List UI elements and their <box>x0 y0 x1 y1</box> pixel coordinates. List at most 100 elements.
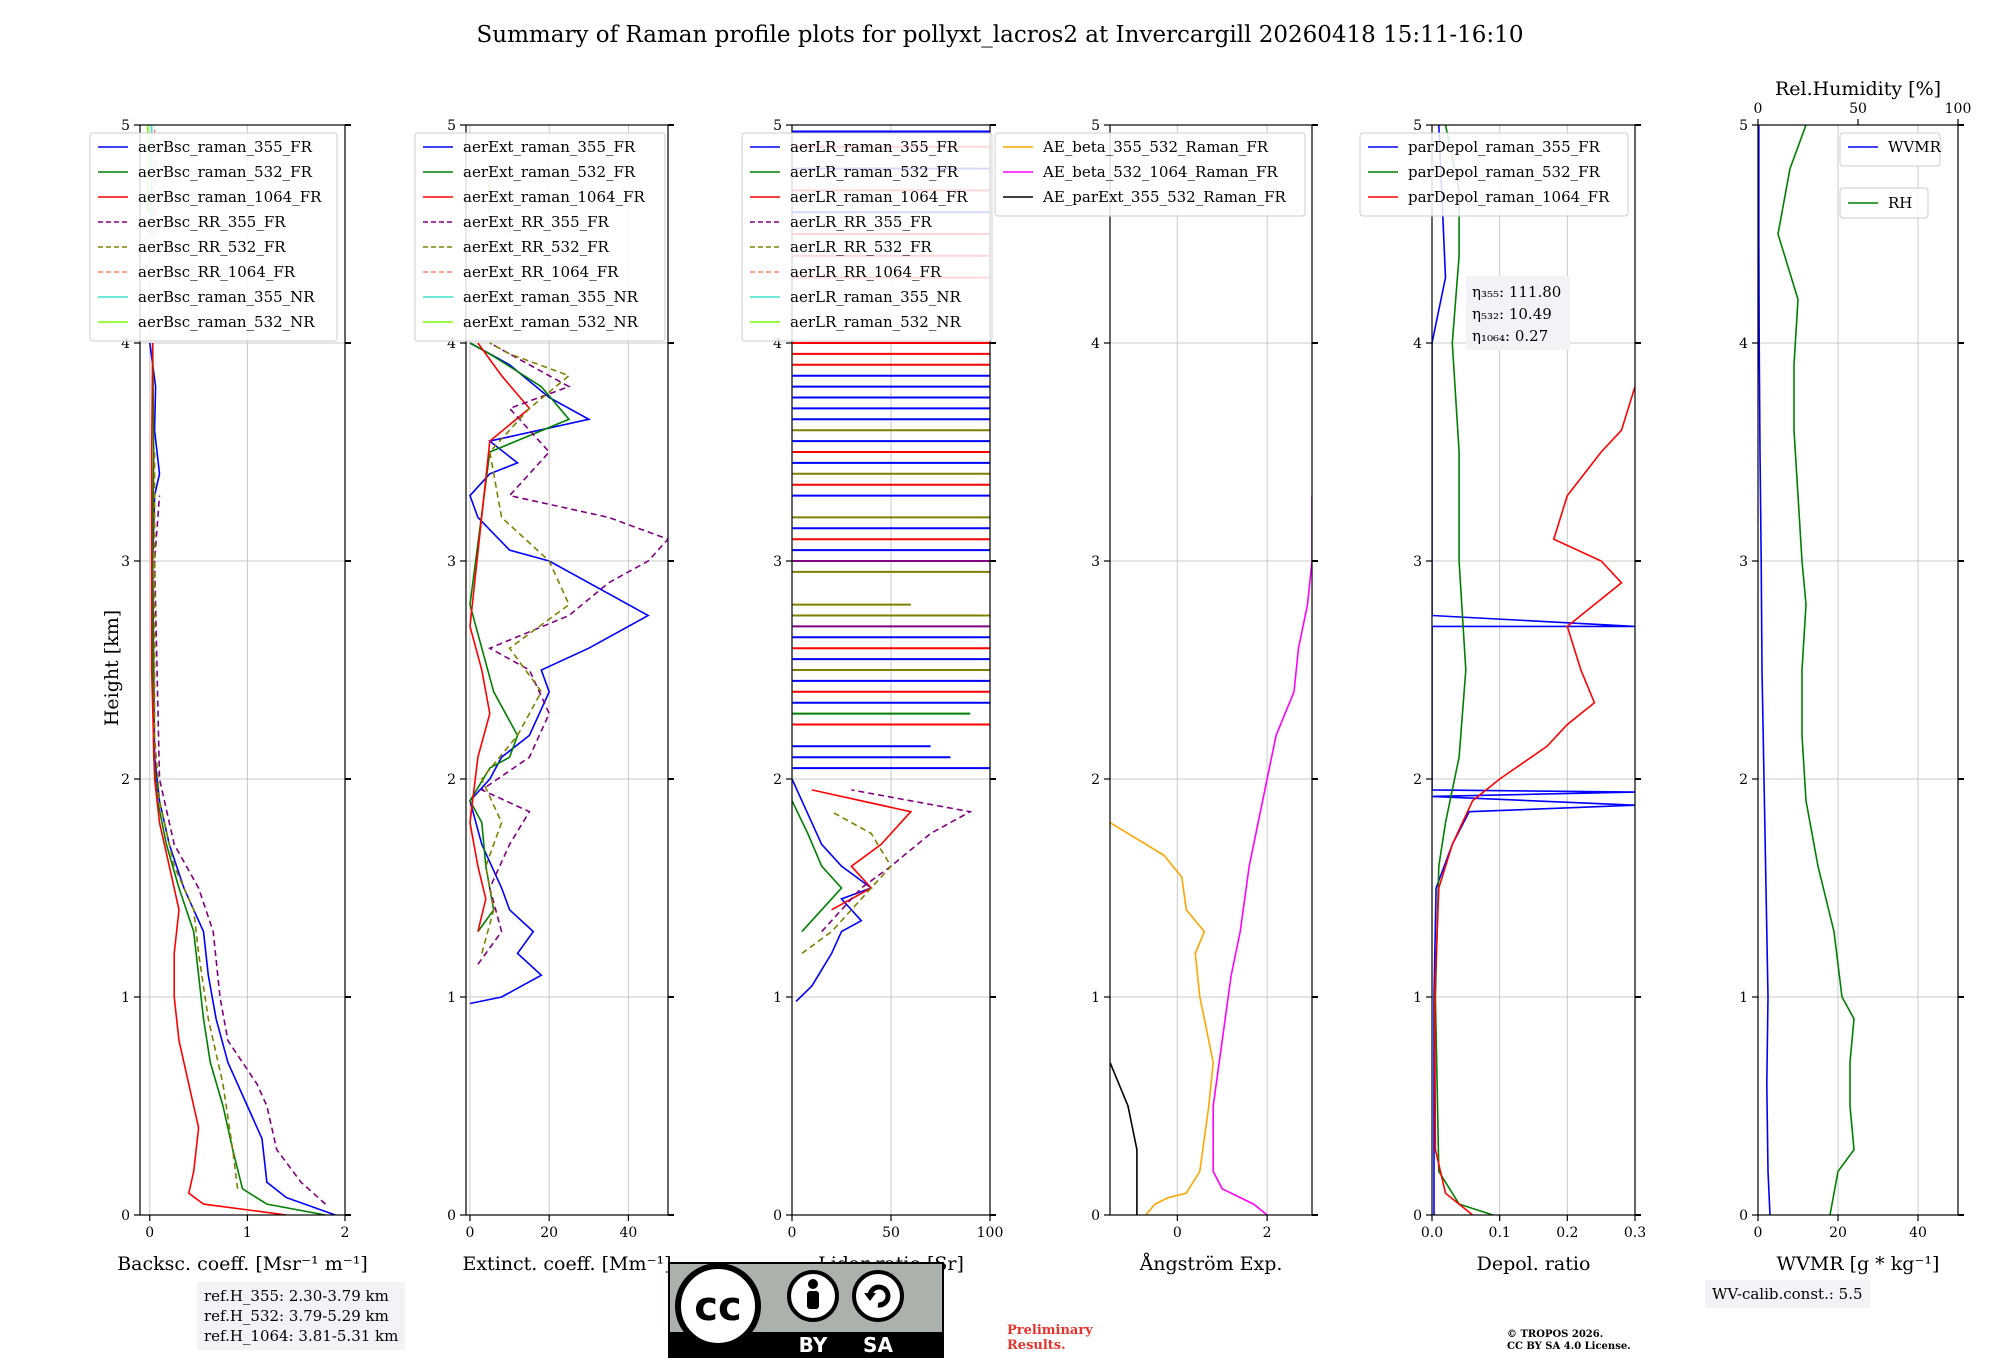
legend-label: aerExt_raman_532_FR <box>463 163 636 181</box>
y-tick-label: 1 <box>773 990 782 1006</box>
series-aerBsc_RR_355_FR <box>153 495 327 1205</box>
legend: aerExt_raman_355_FR aerExt_raman_532_FRae… <box>414 132 666 342</box>
panel-frame <box>1757 124 1959 1216</box>
legend-box <box>1839 132 1941 167</box>
eta-line: η₃₅₅: 111.80 <box>1472 283 1561 301</box>
panel-frame <box>465 124 669 1216</box>
series-parDepol_raman_1064_FR <box>1433 386 1635 1215</box>
legend-label: parDepol_raman_532_FR <box>1408 163 1601 181</box>
y-tick-label: 0 <box>447 1208 456 1224</box>
legend-label: aerLR_raman_532_NR <box>790 313 961 331</box>
legend-box <box>994 132 1306 217</box>
legend-label: parDepol_raman_355_FR <box>1408 138 1601 156</box>
y-tick-label: 3 <box>1413 554 1422 570</box>
legend: parDepol_raman_355_FR parDepol_raman_532_… <box>1359 132 1629 217</box>
panel-extinction: 0 1 2 3 4 5 0 20 40 Extinct. coeff. [Mm⁻¹] aerExt_… <box>414 118 674 1275</box>
y-tick-label: 3 <box>121 554 130 570</box>
series-AE_parExt_355_532_Raman_FR <box>1110 1062 1138 1215</box>
x-axis-label: Backsc. coeff. [Msr⁻¹ m⁻¹] <box>117 1253 368 1275</box>
wv-calib-text: WV-calib.const.: 5.5 <box>1712 1285 1863 1303</box>
legend-label: AE_parExt_355_532_Raman_FR <box>1042 188 1287 206</box>
panel-backscatter: 0 1 2 3 4 5 0 1 2 Backsc. coeff. [Msr⁻¹ m⁻¹] aerBs… <box>89 118 368 1275</box>
legend-label: aerLR_raman_355_FR <box>790 138 959 156</box>
cc-license-badge: cc BY SA <box>668 1262 944 1358</box>
y-tick-label: 1 <box>121 990 130 1006</box>
preliminary-note: Preliminary Results. <box>1007 1323 1093 1353</box>
y-tick-label: 5 <box>447 118 456 134</box>
y-tick-label: 2 <box>121 772 130 788</box>
x-tick-label: 0.1 <box>1489 1225 1511 1241</box>
y-tick-label: 0 <box>1091 1208 1100 1224</box>
y-tick-label: 0 <box>1739 1208 1748 1224</box>
panel-frame <box>1109 124 1313 1216</box>
legend-label: aerBsc_RR_532_FR <box>138 238 286 256</box>
x-axis-label: WVMR [g * kg⁻¹] <box>1777 1253 1940 1275</box>
x-tick-label: 40 <box>619 1225 637 1241</box>
series-aerExt_RR_532_FR <box>480 342 571 954</box>
series-aerLR_RR_532_FR <box>801 810 892 955</box>
preliminary-line-1: Preliminary <box>1007 1323 1093 1338</box>
svg-text:cc: cc <box>694 1284 741 1330</box>
legend-label: AE_beta_532_1064_Raman_FR <box>1042 163 1278 181</box>
legend-label: aerExt_raman_1064_FR <box>463 188 645 206</box>
legend-label: aerExt_raman_355_NR <box>463 288 639 306</box>
y-tick-label: 3 <box>447 554 456 570</box>
legend-label: aerExt_RR_532_FR <box>463 238 610 256</box>
series-AE_beta_355_532_Raman_FR <box>1110 821 1215 1215</box>
legend-label: aerExt_raman_532_NR <box>463 313 639 331</box>
legend-label: aerBsc_RR_355_FR <box>138 213 286 231</box>
legend-label: aerLR_RR_532_FR <box>790 238 932 256</box>
sa-share-icon <box>852 1270 904 1322</box>
x-tick-label: 0 <box>145 1225 154 1241</box>
y-tick-label: 4 <box>1739 336 1748 352</box>
y-tick-label: 4 <box>1413 336 1422 352</box>
y-tick-label: 3 <box>1739 554 1748 570</box>
legend-box <box>1359 132 1629 217</box>
panel-depolarization: 0 1 2 3 4 5 0.0 0.1 0.2 0.3 Depol. ratio parDepol_r… <box>1359 118 1646 1275</box>
x-tick-label: 0 <box>788 1225 797 1241</box>
eta-annotation: η₃₅₅: 111.80 η₅₃₂: 10.49 η₁₀₆₄: 0.27 <box>1466 276 1570 350</box>
legend-label: aerBsc_raman_355_NR <box>138 288 315 306</box>
legend-label: aerBsc_raman_355_FR <box>138 138 313 156</box>
series-aerBsc_raman_1064_FR <box>150 342 287 1215</box>
eta-annotation-box <box>1466 276 1570 350</box>
legend-box <box>414 132 666 342</box>
y-tick-label: 1 <box>1413 990 1422 1006</box>
x-tick-label: 2 <box>1263 1225 1272 1241</box>
y-axis-label: Height [km] <box>101 610 123 726</box>
x-tick-label: 100 <box>977 1225 1004 1241</box>
legend-label: aerBsc_raman_532_NR <box>138 313 315 331</box>
legend: aerBsc_raman_355_FR aerBsc_raman_532_FRae… <box>89 132 338 342</box>
x-tick-label: 20 <box>1829 1225 1847 1241</box>
legend-label: aerLR_raman_355_NR <box>790 288 961 306</box>
x-tick-label: 0 <box>1754 1225 1763 1241</box>
x-axis-label: Ångström Exp. <box>1139 1253 1283 1275</box>
y-tick-label: 2 <box>447 772 456 788</box>
legend-label: aerLR_raman_1064_FR <box>790 188 968 206</box>
wv-calib-box: WV-calib.const.: 5.5 <box>1705 1280 1870 1308</box>
x-tick-label: 40 <box>1909 1225 1927 1241</box>
x-axis-label: Extinct. coeff. [Mm⁻¹] <box>462 1253 671 1275</box>
copyright-line-2: CC BY SA 4.0 License. <box>1507 1341 1631 1352</box>
legend-label: RH <box>1888 194 1912 212</box>
series-WVMR <box>1758 125 1771 1215</box>
ref-height-355: ref.H_355: 2.30-3.79 km <box>204 1287 389 1305</box>
copyright-note: © TROPOS 2026. CC BY SA 4.0 License. <box>1507 1329 1631 1353</box>
ref-height-1064: ref.H_1064: 3.81-5.31 km <box>204 1327 399 1345</box>
copyright-line-1: © TROPOS 2026. <box>1507 1329 1604 1340</box>
y-tick-label: 5 <box>1739 118 1748 134</box>
x-tick-label: 0.3 <box>1624 1225 1646 1241</box>
series-group <box>1758 125 1855 1215</box>
ref-heights-box: ref.H_355: 2.30-3.79 km ref.H_532: 3.79-… <box>197 1282 406 1350</box>
series-aerBsc_raman_355_FR <box>149 342 336 1215</box>
series-group <box>1432 125 1635 1215</box>
y-tick-label: 4 <box>1091 336 1100 352</box>
legend-label: aerLR_RR_355_FR <box>790 213 932 231</box>
y-tick-label: 1 <box>1091 990 1100 1006</box>
legend-label: aerBsc_RR_1064_FR <box>138 263 296 281</box>
series-aerExt_RR_355_FR <box>477 342 668 965</box>
y-tick-label: 1 <box>1739 990 1748 1006</box>
x-tick-label: 0.2 <box>1556 1225 1578 1241</box>
legend-label: aerExt_RR_1064_FR <box>463 263 619 281</box>
